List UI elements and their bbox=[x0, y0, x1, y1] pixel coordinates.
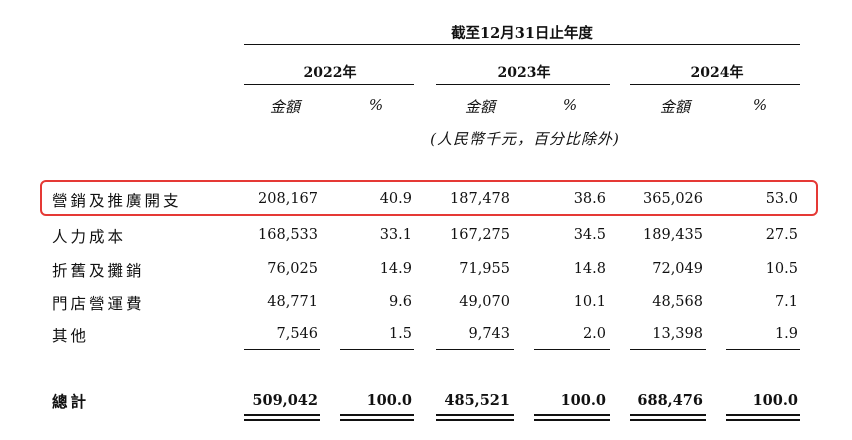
cell-others-2023-pct: 2.0 bbox=[582, 326, 606, 342]
row-label-marketing: 營銷及推廣開支 bbox=[52, 192, 182, 210]
cell-total-2023-pct: 100.0 bbox=[560, 392, 606, 409]
year-2022-rule bbox=[244, 84, 414, 85]
cell-store-ops-2022-pct: 9.6 bbox=[388, 294, 412, 310]
cell-total-2022-amount: 509,042 bbox=[252, 392, 318, 409]
cell-labor-2023-pct: 34.5 bbox=[573, 227, 606, 243]
cell-marketing-2024-amount: 365,026 bbox=[643, 191, 703, 207]
total-double-rule-2024-pct-a bbox=[726, 414, 800, 416]
cell-others-2022-amount: 7,546 bbox=[276, 326, 318, 342]
cell-store-ops-2023-pct: 10.1 bbox=[573, 294, 606, 310]
cell-total-2023-amount: 485,521 bbox=[444, 392, 510, 409]
total-double-rule-2023-amount-a bbox=[436, 414, 514, 416]
total-double-rule-2024-amount-a bbox=[630, 414, 706, 416]
row-label-others: 其他 bbox=[52, 327, 90, 345]
subtotal-rule-2024-amount bbox=[630, 349, 706, 350]
period-title: 截至12月31日止年度 bbox=[451, 25, 593, 42]
subtotal-rule-2024-pct bbox=[726, 349, 800, 350]
amount-header-2022: 金額 bbox=[269, 98, 300, 116]
total-double-rule-2022-amount-b bbox=[244, 419, 320, 421]
total-double-rule-2022-pct-b bbox=[340, 419, 414, 421]
cell-depreciation-2024-amount: 72,049 bbox=[652, 261, 703, 277]
cell-store-ops-2024-pct: 7.1 bbox=[774, 294, 798, 310]
amount-header-2024: 金額 bbox=[659, 98, 690, 116]
cell-marketing-2023-amount: 187,478 bbox=[450, 191, 510, 207]
subtotal-rule-2023-pct bbox=[534, 349, 610, 350]
cell-depreciation-2022-pct: 14.9 bbox=[379, 261, 412, 277]
cell-total-2022-pct: 100.0 bbox=[366, 392, 412, 409]
total-double-rule-2023-amount-b bbox=[436, 419, 514, 421]
cell-marketing-2022-amount: 208,167 bbox=[258, 191, 318, 207]
cell-total-2024-pct: 100.0 bbox=[752, 392, 798, 409]
unit-note: (人民幣千元，百分比除外) bbox=[430, 130, 620, 148]
cell-depreciation-2023-pct: 14.8 bbox=[573, 261, 606, 277]
total-double-rule-2023-pct-b bbox=[534, 419, 610, 421]
total-double-rule-2022-pct-a bbox=[340, 414, 414, 416]
year-2024-rule bbox=[630, 84, 800, 85]
highlight-box bbox=[40, 180, 818, 216]
row-label-labor: 人力成本 bbox=[52, 228, 127, 246]
year-2024: 2024年 bbox=[690, 65, 744, 81]
cell-total-2024-amount: 688,476 bbox=[637, 392, 703, 409]
year-2023-rule bbox=[436, 84, 610, 85]
subtotal-rule-2022-amount bbox=[244, 349, 320, 350]
cell-store-ops-2023-amount: 49,070 bbox=[459, 294, 510, 310]
period-rule bbox=[244, 44, 800, 45]
cell-others-2024-amount: 13,398 bbox=[652, 326, 703, 342]
total-double-rule-2024-pct-b bbox=[726, 419, 800, 421]
cell-marketing-2024-pct: 53.0 bbox=[765, 191, 798, 207]
total-double-rule-2022-amount-a bbox=[244, 414, 320, 416]
cell-labor-2022-pct: 33.1 bbox=[379, 227, 412, 243]
year-2023: 2023年 bbox=[497, 65, 551, 81]
cell-labor-2024-pct: 27.5 bbox=[765, 227, 798, 243]
cell-labor-2024-amount: 189,435 bbox=[643, 227, 703, 243]
row-label-store-operations: 門店營運費 bbox=[52, 295, 145, 313]
subtotal-rule-2023-amount bbox=[436, 349, 514, 350]
cell-labor-2022-amount: 168,533 bbox=[258, 227, 318, 243]
year-2022: 2022年 bbox=[303, 65, 357, 81]
cell-others-2022-pct: 1.5 bbox=[388, 326, 412, 342]
cell-others-2024-pct: 1.9 bbox=[774, 326, 798, 342]
cell-marketing-2023-pct: 38.6 bbox=[573, 191, 606, 207]
cell-store-ops-2024-amount: 48,568 bbox=[652, 294, 703, 310]
pct-header-2024: % bbox=[752, 96, 768, 114]
cell-store-ops-2022-amount: 48,771 bbox=[267, 294, 318, 310]
cell-depreciation-2024-pct: 10.5 bbox=[765, 261, 798, 277]
row-label-total: 總計 bbox=[52, 392, 90, 411]
pct-header-2023: % bbox=[562, 96, 578, 114]
cell-depreciation-2022-amount: 76,025 bbox=[267, 261, 318, 277]
subtotal-rule-2022-pct bbox=[340, 349, 414, 350]
cell-labor-2023-amount: 167,275 bbox=[450, 227, 510, 243]
cell-depreciation-2023-amount: 71,955 bbox=[459, 261, 510, 277]
row-label-depreciation: 折舊及攤銷 bbox=[52, 262, 145, 280]
cell-marketing-2022-pct: 40.9 bbox=[379, 191, 412, 207]
total-double-rule-2023-pct-a bbox=[534, 414, 610, 416]
cell-others-2023-amount: 9,743 bbox=[468, 326, 510, 342]
amount-header-2023: 金額 bbox=[464, 98, 495, 116]
total-double-rule-2024-amount-b bbox=[630, 419, 706, 421]
pct-header-2022: % bbox=[368, 96, 384, 114]
